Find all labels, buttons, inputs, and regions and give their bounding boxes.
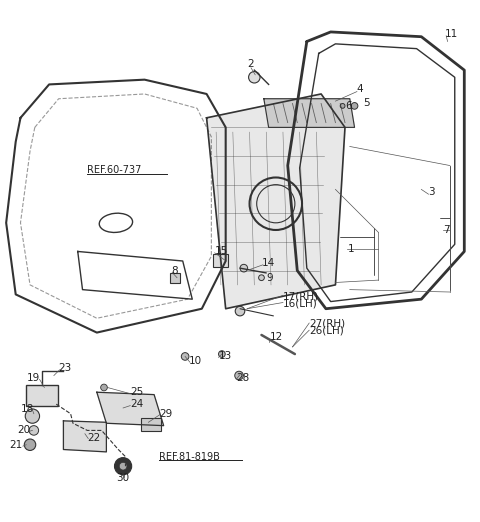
Circle shape	[101, 384, 108, 391]
Circle shape	[24, 439, 36, 450]
Text: 6: 6	[345, 101, 352, 111]
Text: 1: 1	[348, 244, 354, 254]
Text: 8: 8	[171, 266, 178, 276]
Circle shape	[351, 102, 358, 109]
Polygon shape	[264, 99, 355, 127]
Circle shape	[340, 103, 345, 108]
Text: 10: 10	[189, 356, 202, 366]
Text: 28: 28	[237, 373, 250, 383]
FancyBboxPatch shape	[213, 254, 228, 267]
Circle shape	[181, 353, 189, 360]
Text: 14: 14	[262, 258, 275, 268]
Circle shape	[249, 72, 260, 83]
Text: REF.60-737: REF.60-737	[87, 165, 142, 175]
Circle shape	[235, 371, 243, 380]
Circle shape	[240, 264, 248, 272]
Polygon shape	[97, 392, 164, 425]
Text: 17(RH): 17(RH)	[283, 292, 319, 302]
Text: 23: 23	[59, 363, 72, 373]
Text: 13: 13	[218, 351, 232, 361]
Text: 20: 20	[17, 425, 30, 435]
Text: 30: 30	[117, 473, 130, 483]
Text: 15: 15	[215, 246, 228, 256]
Text: 2: 2	[248, 60, 254, 69]
FancyBboxPatch shape	[26, 385, 58, 406]
Text: 11: 11	[445, 29, 458, 39]
Text: 29: 29	[159, 409, 172, 419]
Text: 12: 12	[270, 333, 283, 342]
Text: 21: 21	[10, 440, 23, 450]
Circle shape	[25, 409, 39, 423]
Polygon shape	[63, 421, 107, 452]
Text: 25: 25	[130, 387, 144, 397]
Text: 5: 5	[363, 98, 370, 108]
Circle shape	[115, 458, 132, 475]
FancyBboxPatch shape	[170, 273, 180, 283]
Circle shape	[235, 306, 245, 316]
Text: 18: 18	[21, 404, 34, 414]
Polygon shape	[206, 94, 345, 309]
Text: 24: 24	[130, 399, 144, 409]
Text: 22: 22	[87, 433, 100, 443]
Circle shape	[259, 275, 264, 280]
Text: 4: 4	[357, 84, 363, 94]
Circle shape	[218, 351, 225, 358]
Text: 7: 7	[443, 225, 449, 235]
Text: 3: 3	[429, 187, 435, 197]
Text: 16(LH): 16(LH)	[283, 299, 318, 309]
Circle shape	[119, 462, 127, 470]
Text: 26(LH): 26(LH)	[309, 325, 344, 335]
Text: REF.81-819B: REF.81-819B	[159, 452, 220, 461]
FancyBboxPatch shape	[141, 418, 161, 431]
Text: 9: 9	[266, 272, 273, 283]
Text: 27(RH): 27(RH)	[309, 318, 345, 328]
Text: 19: 19	[26, 373, 39, 383]
Circle shape	[29, 425, 38, 435]
